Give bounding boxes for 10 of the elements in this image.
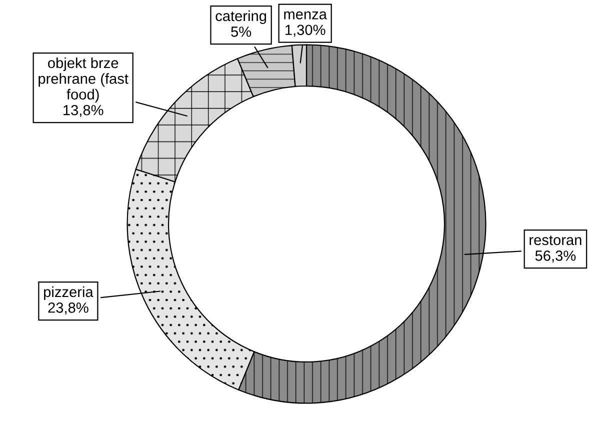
data-label: 13,8%	[64, 104, 104, 118]
slice-label: pizzeria	[44, 286, 94, 300]
data-label: 5%	[231, 26, 252, 37]
data-label: 23,8%	[48, 302, 88, 315]
data-label: 1,30%	[286, 24, 326, 37]
slice-label: menza	[284, 11, 327, 20]
slice-label: restoran	[530, 236, 582, 246]
slice-label: objekt brze prehrane (fast food)	[38, 57, 128, 102]
data-label: 56,3%	[535, 250, 576, 263]
slice-label: catering	[216, 10, 266, 24]
